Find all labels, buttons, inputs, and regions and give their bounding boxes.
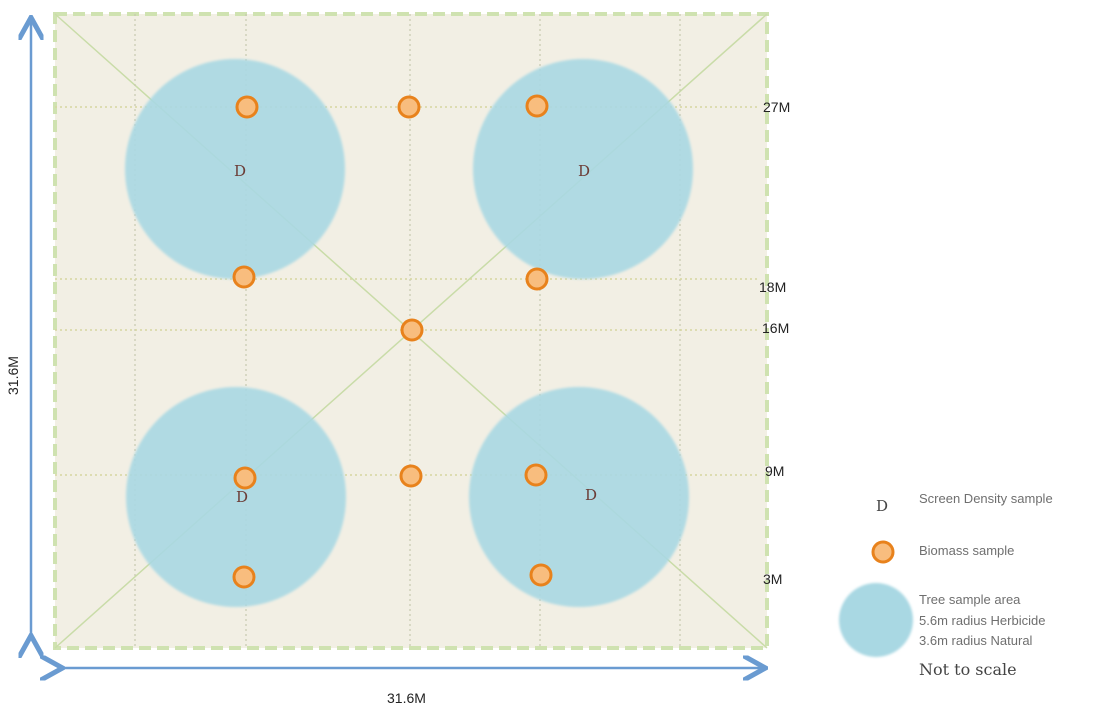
tree-sample-area (125, 59, 345, 279)
height-label: 31.6M (5, 356, 21, 395)
density-marker: D (234, 162, 246, 180)
legend-tree-area-line-3: 3.6m radius Natural (919, 633, 1033, 648)
row-label-18m: 18M (759, 279, 786, 295)
biomass-sample (233, 466, 257, 490)
row-label-3m: 3M (763, 571, 782, 587)
tree-sample-area (473, 59, 693, 279)
row-label-27m: 27M (763, 99, 790, 115)
tree-sample-area (469, 387, 689, 607)
row-label-9m: 9M (765, 463, 784, 479)
biomass-sample (524, 463, 548, 487)
legend-tree-area-icon (839, 583, 913, 657)
legend-tree-area-line-1: Tree sample area (919, 592, 1021, 607)
legend-biomass-label: Biomass sample (919, 543, 1014, 558)
legend-biomass-icon (871, 540, 895, 564)
tree-sample-area (126, 387, 346, 607)
biomass-sample (400, 318, 424, 342)
biomass-sample (529, 563, 553, 587)
not-to-scale-note: Not to scale (919, 660, 1017, 679)
row-label-16m: 16M (762, 320, 789, 336)
tree-sample-areas (125, 59, 693, 607)
density-marker: D (236, 488, 248, 506)
legend-density-symbol: D (876, 497, 888, 515)
biomass-samples (232, 94, 553, 589)
biomass-sample (232, 565, 256, 589)
biomass-sample (399, 464, 423, 488)
density-marker: D (585, 486, 597, 504)
biomass-sample (232, 265, 256, 289)
width-label: 31.6M (387, 690, 426, 706)
legend-density-label: Screen Density sample (919, 491, 1053, 506)
biomass-sample (525, 267, 549, 291)
legend-tree-area-line-2: 5.6m radius Herbicide (919, 613, 1045, 628)
biomass-sample (397, 95, 421, 119)
legend: D Screen Density sample Biomass sample T… (839, 491, 1053, 679)
biomass-sample (525, 94, 549, 118)
density-marker: D (578, 162, 590, 180)
biomass-sample (235, 95, 259, 119)
